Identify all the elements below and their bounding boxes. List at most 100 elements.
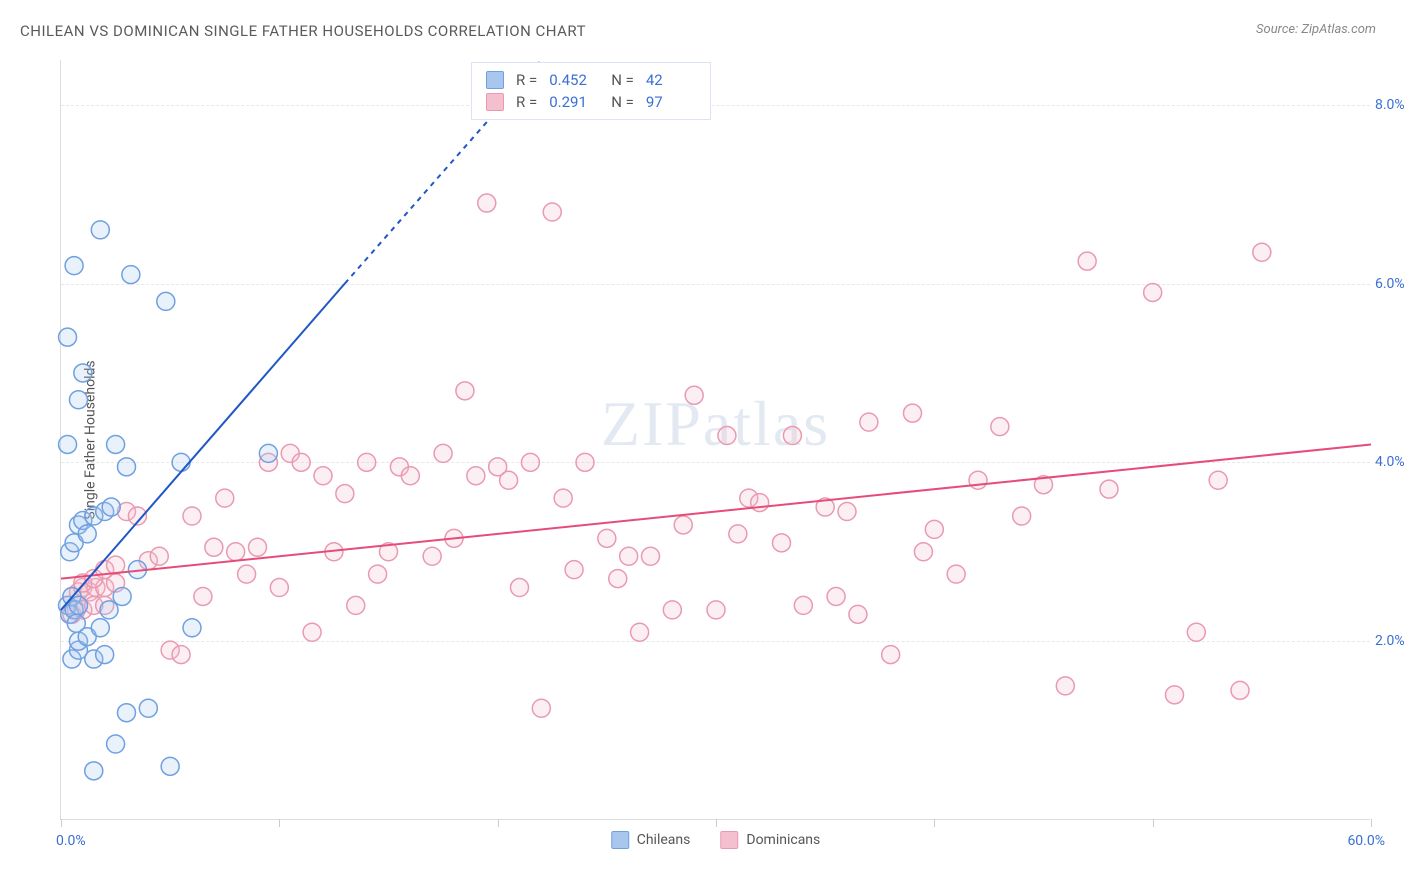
data-point [1166,686,1184,704]
data-point [194,587,212,605]
x-tick [716,819,717,827]
data-point [270,579,288,597]
data-point [102,498,120,516]
stat-val-R-dominicans: 0.291 [549,93,599,111]
data-point [914,543,932,561]
data-point [925,520,943,538]
data-point [773,534,791,552]
legend-item-dominicans: Dominicans [720,831,820,849]
data-point [139,699,157,717]
data-point [161,757,179,775]
x-tick [1371,819,1372,827]
data-point [827,587,845,605]
data-point [565,561,583,579]
legend-swatch-chileans-icon [611,831,629,849]
data-point [500,471,518,489]
data-point [205,538,223,556]
stat-label-R: R = [516,71,537,89]
data-point [91,221,109,239]
data-point [69,596,87,614]
data-point [69,391,87,409]
data-point [249,538,267,556]
data-point [609,570,627,588]
data-point [1187,623,1205,641]
data-point [78,525,96,543]
data-point [478,194,496,212]
data-point [100,601,118,619]
data-point [511,579,529,597]
data-point [456,382,474,400]
x-axis-max-label: 60.0% [1347,833,1385,849]
legend-item-chileans: Chileans [611,831,691,849]
data-point [707,601,725,619]
stat-val-N-chileans: 42 [646,71,696,89]
data-point [674,516,692,534]
data-point [1056,677,1074,695]
data-point [1144,283,1162,301]
data-point [183,619,201,637]
data-point [860,413,878,431]
legend-label-chileans: Chileans [637,832,691,848]
x-tick [934,819,935,827]
data-point [467,467,485,485]
data-point [96,646,114,664]
data-point [369,565,387,583]
data-point [947,565,965,583]
data-point [794,596,812,614]
legend-swatch-dominicans-icon [720,831,738,849]
x-tick [1153,819,1154,827]
data-point [122,266,140,284]
data-point [172,453,190,471]
legend-stats-row-dominicans: R = 0.291 N = 97 [486,91,696,113]
data-point [113,587,131,605]
data-point [423,547,441,565]
data-point [216,489,234,507]
data-point [1013,507,1031,525]
stat-label-R: R = [516,93,537,111]
data-point [849,605,867,623]
data-point [1100,480,1118,498]
chart-title: CHILEAN VS DOMINICAN SINGLE FATHER HOUSE… [20,22,586,40]
scatter-svg [61,60,1370,819]
data-point [314,467,332,485]
data-point [59,328,77,346]
data-point [576,453,594,471]
stat-label-N: N = [611,93,634,111]
data-point [238,565,256,583]
data-point [838,503,856,521]
data-point [150,547,168,565]
data-point [1231,681,1249,699]
data-point [554,489,572,507]
data-point [91,619,109,637]
data-point [631,623,649,641]
data-point [663,601,681,619]
x-axis-min-label: 0.0% [56,833,86,849]
data-point [74,364,92,382]
data-point [521,453,539,471]
data-point [718,427,736,445]
data-point [729,525,747,543]
data-point [991,418,1009,436]
stat-val-R-chileans: 0.452 [549,71,599,89]
source-attribution: Source: ZipAtlas.com [1256,22,1376,37]
data-point [543,203,561,221]
y-tick-label: 4.0% [1375,454,1406,470]
data-point [685,386,703,404]
data-point [107,735,125,753]
data-point [347,596,365,614]
data-point [1253,243,1271,261]
legend-stats-row-chileans: R = 0.452 N = 42 [486,69,696,91]
data-point [172,646,190,664]
x-tick [279,819,280,827]
x-tick [61,819,62,827]
trendline [61,444,1371,578]
legend-stats-box: R = 0.452 N = 42 R = 0.291 N = 97 [471,62,711,120]
plot-area: Single Father Households 2.0%4.0%6.0%8.0… [60,60,1370,820]
data-point [157,292,175,310]
data-point [358,453,376,471]
legend-label-dominicans: Dominicans [746,832,820,848]
y-tick-label: 6.0% [1375,276,1406,292]
data-point [1078,252,1096,270]
y-tick-label: 2.0% [1375,633,1406,649]
data-point [107,435,125,453]
